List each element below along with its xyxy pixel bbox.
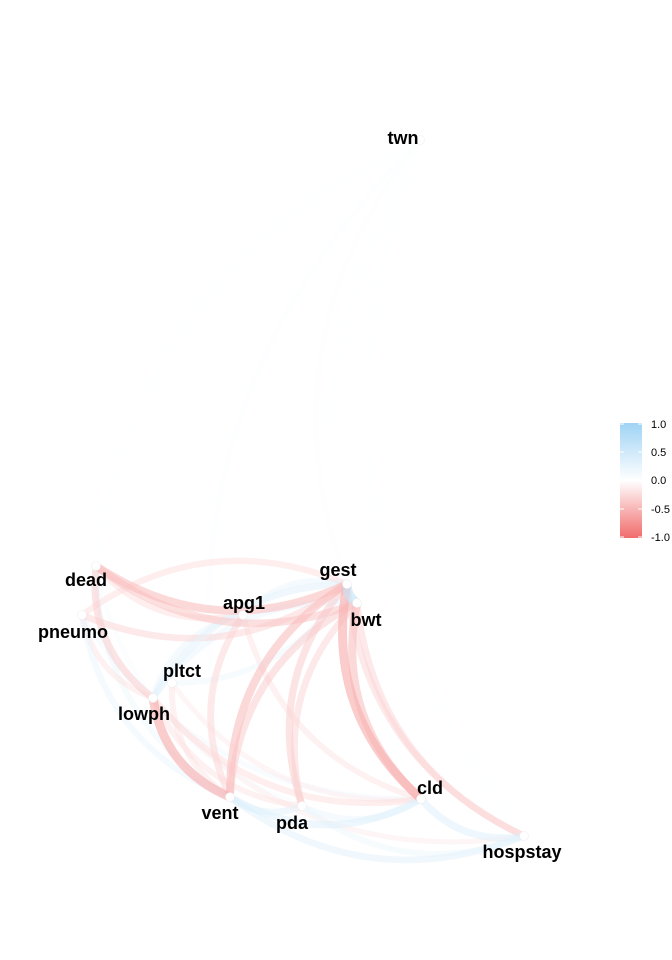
edge-vent-cld: [226, 793, 425, 829]
node-point-hospstay: [519, 831, 529, 841]
legend-tick-label: 0.5: [651, 447, 666, 459]
node-label-pda: pda: [276, 813, 309, 833]
edge-layer: [78, 137, 528, 864]
node-label-vent: vent: [201, 803, 238, 823]
node-point-apg1: [238, 610, 248, 620]
legend-tick-label: 1.0: [651, 419, 666, 431]
node-label-hospstay: hospstay: [482, 842, 561, 862]
legend-tick-label: -0.5: [651, 504, 670, 516]
node-label-apg1: apg1: [223, 593, 265, 613]
node-label-cld: cld: [417, 778, 443, 798]
node-label-twn: twn: [388, 128, 419, 148]
legend-ticks: 1.0 0.5 0.0 -0.5 -1.0: [620, 419, 670, 544]
edge-bwt-hospstay: [353, 599, 528, 840]
edge-twn-cld: [326, 137, 424, 802]
node-point-gest: [342, 579, 352, 589]
node-label-bwt: bwt: [351, 610, 382, 630]
node-point-bwt: [352, 598, 362, 608]
node-point-pda: [297, 801, 307, 811]
edge-apg1-cld: [240, 612, 424, 802]
node-point-cld: [416, 794, 426, 804]
edge-dead-lowph: [91, 562, 157, 702]
node-point-pltct: [167, 678, 177, 688]
legend-colorbar: [620, 423, 642, 538]
edge-gest-cld: [338, 579, 426, 804]
node-label-pltct: pltct: [163, 661, 201, 681]
edge-twn-gest: [313, 137, 423, 587]
edge-vent-hospstay: [226, 793, 528, 864]
node-point-twn: [415, 135, 425, 145]
edge-dead-gest: [91, 561, 352, 615]
edge-cld-hospstay: [417, 795, 528, 842]
edge-lowph-cld: [149, 694, 425, 807]
node-point-vent: [225, 792, 235, 802]
node-label-gest: gest: [319, 560, 356, 580]
node-label-dead: dead: [65, 570, 107, 590]
edge-lowph-vent: [148, 693, 235, 802]
edge-twn-dead: [93, 137, 423, 569]
edge-gest-vent: [225, 579, 352, 802]
edge-apg1-vent: [207, 611, 247, 801]
edge-lowph-hospstay: [150, 695, 527, 845]
edge-twn-hospstay: [365, 137, 527, 839]
edge-gest-pneumo: [78, 557, 351, 619]
node-label-pneumo: pneumo: [38, 622, 108, 642]
node-point-dead: [91, 561, 101, 571]
edge-lowph-pda: [150, 695, 305, 809]
edge-dead-pda: [93, 563, 305, 809]
node-layer: twn dead pneumo gest bwt apg1 pltct lowph vent pd…: [38, 128, 562, 862]
legend-tick-label: 0.0: [651, 475, 666, 487]
node-point-pneumo: [77, 610, 87, 620]
color-legend: 1.0 0.5 0.0 -0.5 -1.0: [620, 419, 670, 544]
node-point-lowph: [148, 693, 158, 703]
legend-tick-label: -1.0: [651, 532, 670, 544]
edge-pltct-cld: [169, 680, 424, 803]
node-label-lowph: lowph: [118, 704, 170, 724]
